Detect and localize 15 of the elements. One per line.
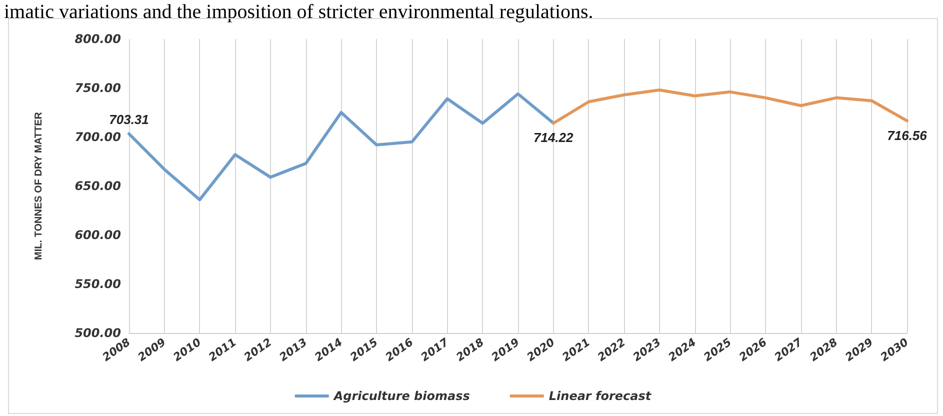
y-tick-label: 600.00 (74, 228, 121, 242)
y-tick-label: 550.00 (74, 277, 121, 291)
y-axis-title: MIL. TONNES OF DRY MATTER (34, 111, 44, 260)
text: imatic variations and the imposition of stricter environmental regulations. (3, 0, 594, 24)
legend-label: Linear forecast (548, 389, 652, 403)
y-tick-label: 750.00 (74, 81, 121, 95)
y-tick-label: 500.00 (74, 326, 121, 340)
y-tick-label: 650.00 (74, 179, 121, 193)
y-tick-label: 700.00 (74, 130, 121, 144)
data-label: 703.31 (109, 112, 149, 127)
data-label: 714.22 (533, 130, 574, 146)
data-label: 716.56 (887, 128, 928, 143)
legend-label: Agriculture biomass (332, 389, 470, 403)
line-series (552, 88, 908, 125)
y-tick-label: 800.00 (74, 32, 121, 46)
